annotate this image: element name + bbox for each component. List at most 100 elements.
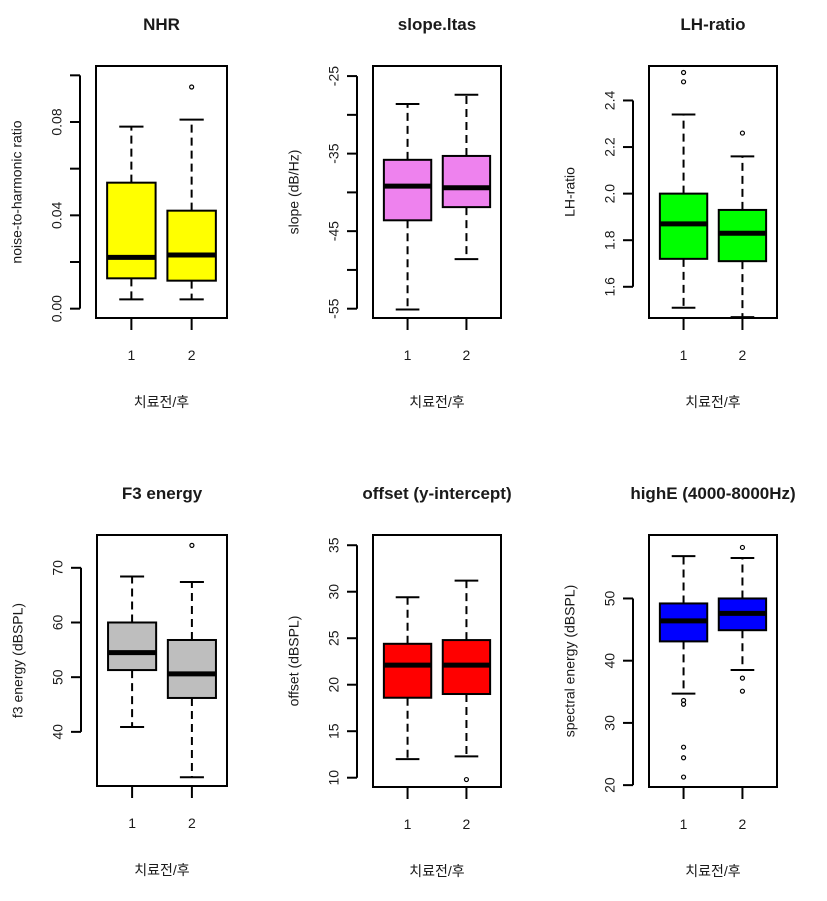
panel-title: NHR <box>143 15 180 34</box>
panel-title: LH-ratio <box>680 15 745 34</box>
iqr-box <box>106 181 157 280</box>
plot-frame <box>648 534 778 788</box>
plot-frame <box>372 534 502 788</box>
outlier-point <box>739 675 746 681</box>
panel-title: F3 energy <box>122 484 203 503</box>
panel-3: LH-ratio 1.6 1.8 2.0 2.2 2.4 LH-ratio 1 2 치료전/후 <box>562 15 778 410</box>
x-axis-label: 치료전/후 <box>409 863 465 879</box>
box-2 <box>717 544 768 694</box>
outlier-point <box>680 701 687 707</box>
outlier-point <box>680 79 687 85</box>
x-axis-label: 치료전/후 <box>685 863 741 879</box>
x-tick-label: 1 <box>680 816 688 832</box>
box-2 <box>166 542 217 779</box>
iqr-box <box>441 154 492 209</box>
y-tick-label: 0.00 <box>49 295 65 322</box>
box-1 <box>658 69 709 309</box>
y-tick-label: 20 <box>602 777 618 793</box>
x-axis-label: 치료전/후 <box>685 394 741 410</box>
iqr-box <box>166 209 217 282</box>
x-tick-label: 2 <box>188 347 196 363</box>
outlier-point <box>680 755 687 761</box>
panel-5: offset (y-intercept) 10 15 20 25 30 35 offset (… <box>286 484 512 879</box>
x-tick-label: 2 <box>463 347 471 363</box>
x-axis-label: 치료전/후 <box>134 394 190 410</box>
box-2 <box>717 130 768 319</box>
y-axis-label: f3 energy (dBSPL) <box>10 603 26 718</box>
plot-frame <box>96 534 228 787</box>
x-tick-label: 2 <box>463 816 471 832</box>
x-tick-label: 1 <box>680 347 688 363</box>
y-tick-label: 2.0 <box>602 184 618 204</box>
y-axis-label: offset (dBSPL) <box>286 616 302 707</box>
panel-2: slope.ltas -25 -35 -45 -55 slope (dB/Hz) 1 2 치료전… <box>286 15 502 410</box>
box-1 <box>107 575 158 728</box>
panel-title: offset (y-intercept) <box>362 484 511 503</box>
y-tick-label: 20 <box>326 677 342 693</box>
y-tick-label: 60 <box>50 614 66 630</box>
y-tick-label: 0.08 <box>49 108 65 135</box>
x-axis-label: 치료전/후 <box>409 394 465 410</box>
outlier-point <box>739 688 746 694</box>
x-tick-label: 2 <box>739 816 747 832</box>
x-tick-label: 1 <box>404 816 412 832</box>
y-axis-label: slope (dB/Hz) <box>286 150 302 235</box>
y-axis-label: spectral energy (dBSPL) <box>562 585 578 738</box>
plot-frame <box>372 65 502 319</box>
plot-frame <box>648 65 778 319</box>
box-2 <box>166 84 217 301</box>
x-axis-label: 치료전/후 <box>134 862 190 878</box>
box-1 <box>658 555 709 780</box>
box-2 <box>441 93 492 261</box>
outlier-point <box>739 130 746 136</box>
iqr-box <box>107 621 158 672</box>
panel-6: highE (4000-8000Hz) 20 30 40 50 spectral ener… <box>562 484 796 879</box>
outlier-point <box>680 69 687 76</box>
box-1 <box>382 102 433 311</box>
y-tick-label: 15 <box>326 723 342 739</box>
panel-title: highE (4000-8000Hz) <box>630 484 795 503</box>
iqr-box <box>382 158 433 222</box>
box-2 <box>441 579 492 783</box>
x-tick-label: 1 <box>404 347 412 363</box>
outlier-point <box>189 542 195 548</box>
panel-1: NHR 0.00 0.04 0.08 noise-to-harmonic ratio 1 2… <box>9 15 228 410</box>
iqr-box <box>382 642 433 699</box>
y-tick-label: 35 <box>326 537 342 553</box>
box-1 <box>106 125 157 301</box>
y-tick-label: -25 <box>326 66 342 86</box>
box-1 <box>382 596 433 761</box>
y-tick-label: 1.6 <box>602 277 618 297</box>
outlier-point <box>680 744 687 750</box>
y-tick-label: 70 <box>50 560 66 576</box>
outlier-point <box>463 776 470 783</box>
y-axis-label: LH-ratio <box>562 167 578 217</box>
panel-title: slope.ltas <box>398 15 476 34</box>
y-tick-label: 2.2 <box>602 137 618 157</box>
y-axis-label: noise-to-harmonic ratio <box>9 120 25 263</box>
x-tick-label: 1 <box>127 347 135 363</box>
y-tick-label: 50 <box>50 669 66 685</box>
plot-frame <box>95 65 228 319</box>
y-tick-label: 10 <box>326 770 342 786</box>
y-tick-label: 1.8 <box>602 230 618 250</box>
y-tick-label: -35 <box>326 143 342 163</box>
y-tick-label: 30 <box>326 584 342 600</box>
y-tick-label: 0.04 <box>49 201 65 228</box>
y-tick-label: 25 <box>326 630 342 646</box>
y-tick-label: -45 <box>326 221 342 241</box>
outlier-point <box>680 774 687 780</box>
y-tick-label: -55 <box>326 298 342 318</box>
outlier-point <box>189 84 195 90</box>
y-tick-label: 40 <box>602 653 618 669</box>
iqr-box <box>166 638 217 699</box>
y-tick-label: 30 <box>602 715 618 731</box>
y-tick-label: 50 <box>602 590 618 606</box>
x-tick-label: 2 <box>188 815 196 831</box>
panel-4: F3 energy 40 50 60 70 f3 energy (dBSPL) 1 2 치료전/… <box>10 484 228 878</box>
y-tick-label: 2.4 <box>602 91 618 111</box>
outlier-point <box>739 544 746 551</box>
y-tick-label: 40 <box>50 724 66 740</box>
x-tick-label: 1 <box>128 815 136 831</box>
x-tick-label: 2 <box>739 347 747 363</box>
